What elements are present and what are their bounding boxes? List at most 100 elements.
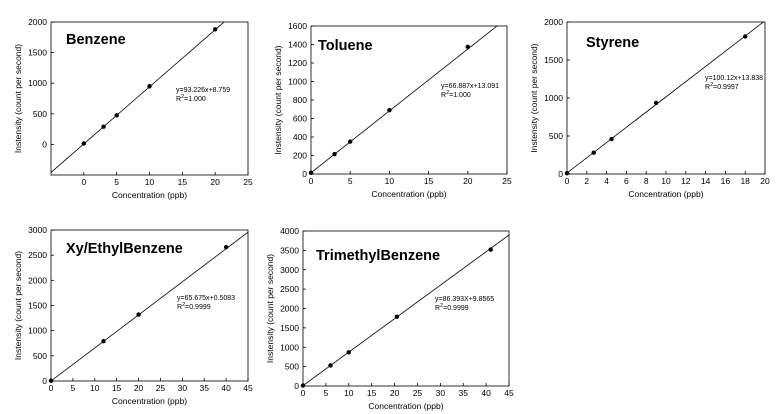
y-tick-label: 1000: [28, 78, 47, 88]
y-tick-label: 1500: [28, 48, 47, 58]
r-squared: R2=0.9999: [177, 302, 211, 311]
data-point: [394, 314, 400, 319]
data-point: [308, 170, 314, 175]
y-tick-label: 2500: [280, 284, 299, 294]
x-tick-label: 18: [740, 176, 750, 186]
x-tick-label: 0: [565, 176, 570, 186]
y-tick-label: 1500: [544, 55, 563, 65]
y-tick-label: 4000: [280, 226, 299, 236]
x-tick-label: 15: [367, 388, 377, 398]
data-point: [328, 363, 333, 368]
y-tick-label: 1000: [280, 342, 299, 352]
x-tick-label: 10: [145, 177, 155, 187]
data-point: [387, 107, 392, 113]
x-tick-label: 12: [681, 176, 691, 186]
x-tick-label: 0: [309, 176, 314, 186]
x-tick-label: 5: [71, 383, 76, 393]
y-axis-title: Instensity (count per second): [273, 45, 283, 154]
x-axis-title: Concentration (ppb): [628, 189, 703, 199]
x-tick-label: 20: [760, 176, 770, 186]
x-tick-label: 5: [348, 176, 353, 186]
y-tick-label: 500: [285, 362, 299, 372]
chart-title: Toluene: [318, 38, 373, 54]
y-tick-label: 3000: [28, 225, 47, 235]
x-tick-label: 0: [301, 388, 306, 398]
fit-equation: y=66.887x+13.091: [441, 83, 499, 90]
fit-line: [51, 231, 248, 381]
x-tick-label: 0: [81, 177, 86, 187]
x-tick-label: 10: [90, 383, 100, 393]
data-point: [609, 136, 614, 142]
x-tick-label: 20: [390, 388, 400, 398]
data-point: [147, 84, 152, 89]
x-axis-title: Concentration (ppb): [112, 190, 187, 200]
x-tick-label: 15: [178, 177, 188, 187]
data-point: [81, 141, 87, 146]
fit-equation: y=86.393X+9.8565: [435, 296, 494, 303]
x-tick-label: 10: [344, 388, 354, 398]
fit-equation: y=93.226x+8.759: [176, 87, 230, 94]
fit-equation: y=100.12x+13.838: [705, 75, 763, 82]
y-tick-label: 1600: [288, 21, 307, 31]
y-tick-label: 3000: [280, 265, 299, 275]
data-point: [300, 383, 306, 388]
y-tick-label: 1500: [28, 301, 47, 311]
x-tick-label: 40: [221, 383, 231, 393]
x-tick-label: 14: [701, 176, 711, 186]
x-tick-label: 25: [156, 383, 166, 393]
y-tick-label: 0: [558, 169, 563, 179]
chart-title: Xy/EthylBenzene: [66, 241, 183, 257]
data-point: [564, 171, 570, 176]
x-tick-label: 0: [49, 383, 54, 393]
y-tick-label: 500: [33, 109, 47, 119]
data-point: [743, 34, 748, 39]
x-tick-label: 4: [604, 176, 609, 186]
chart-title: TrimethylBenzene: [316, 248, 440, 264]
fit-line: [311, 26, 498, 174]
chart-title: Styrene: [586, 35, 639, 51]
y-tick-label: 2500: [28, 250, 47, 260]
y-tick-label: 1000: [28, 326, 47, 336]
x-tick-label: 45: [243, 383, 253, 393]
y-tick-label: 2000: [28, 17, 47, 27]
x-axis-title: Concentration (ppb): [368, 401, 443, 411]
y-axis-title: Instensity (count per second): [265, 254, 275, 363]
data-point: [348, 139, 353, 144]
y-tick-label: 1000: [544, 93, 563, 103]
y-tick-label: 3500: [280, 245, 299, 255]
y-tick-label: 2000: [544, 17, 563, 27]
y-tick-label: 500: [549, 131, 563, 141]
data-point: [488, 247, 493, 252]
x-tick-label: 25: [502, 176, 512, 186]
x-tick-label: 25: [413, 388, 423, 398]
y-tick-label: 500: [33, 351, 47, 361]
data-point: [332, 151, 337, 157]
x-tick-label: 35: [199, 383, 209, 393]
x-tick-label: 20: [134, 383, 144, 393]
y-tick-label: 2000: [280, 304, 299, 314]
x-tick-label: 8: [644, 176, 649, 186]
x-tick-label: 40: [481, 388, 491, 398]
chart-title: Benzene: [66, 32, 126, 48]
data-point: [101, 339, 106, 344]
r-squared: R2=1.000: [176, 94, 206, 103]
y-tick-label: 1200: [288, 58, 307, 68]
data-point: [653, 100, 659, 106]
x-axis-title: Concentration (ppb): [112, 396, 187, 406]
y-tick-label: 0: [42, 376, 47, 386]
y-tick-label: 1400: [288, 40, 307, 50]
fit-line: [567, 22, 765, 174]
data-point: [346, 350, 351, 355]
x-tick-label: 25: [243, 177, 253, 187]
data-point: [101, 124, 106, 129]
x-tick-label: 6: [624, 176, 629, 186]
y-tick-label: 1500: [280, 323, 299, 333]
y-tick-label: 2000: [28, 275, 47, 285]
x-tick-label: 10: [661, 176, 671, 186]
y-tick-label: 200: [293, 151, 307, 161]
x-tick-label: 5: [324, 388, 329, 398]
